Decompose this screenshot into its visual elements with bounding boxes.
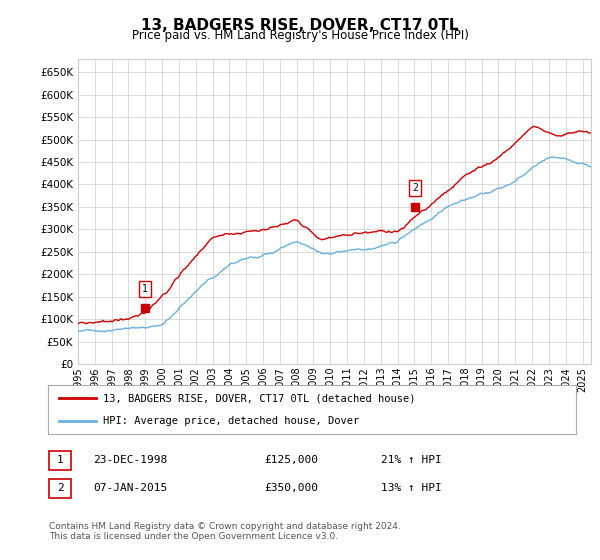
Text: 07-JAN-2015: 07-JAN-2015: [93, 483, 167, 493]
Text: 2: 2: [56, 483, 64, 493]
Text: Contains HM Land Registry data © Crown copyright and database right 2024.
This d: Contains HM Land Registry data © Crown c…: [49, 522, 401, 542]
Text: 2: 2: [412, 183, 418, 193]
Text: 13, BADGERS RISE, DOVER, CT17 0TL (detached house): 13, BADGERS RISE, DOVER, CT17 0TL (detac…: [103, 393, 416, 403]
Text: £125,000: £125,000: [264, 455, 318, 465]
Text: 21% ↑ HPI: 21% ↑ HPI: [381, 455, 442, 465]
Text: 13% ↑ HPI: 13% ↑ HPI: [381, 483, 442, 493]
Text: HPI: Average price, detached house, Dover: HPI: Average price, detached house, Dove…: [103, 416, 359, 426]
Text: 1: 1: [56, 455, 64, 465]
Text: 23-DEC-1998: 23-DEC-1998: [93, 455, 167, 465]
Text: 13, BADGERS RISE, DOVER, CT17 0TL: 13, BADGERS RISE, DOVER, CT17 0TL: [141, 18, 459, 33]
Text: 1: 1: [142, 284, 148, 294]
Text: Price paid vs. HM Land Registry's House Price Index (HPI): Price paid vs. HM Land Registry's House …: [131, 29, 469, 42]
Text: £350,000: £350,000: [264, 483, 318, 493]
